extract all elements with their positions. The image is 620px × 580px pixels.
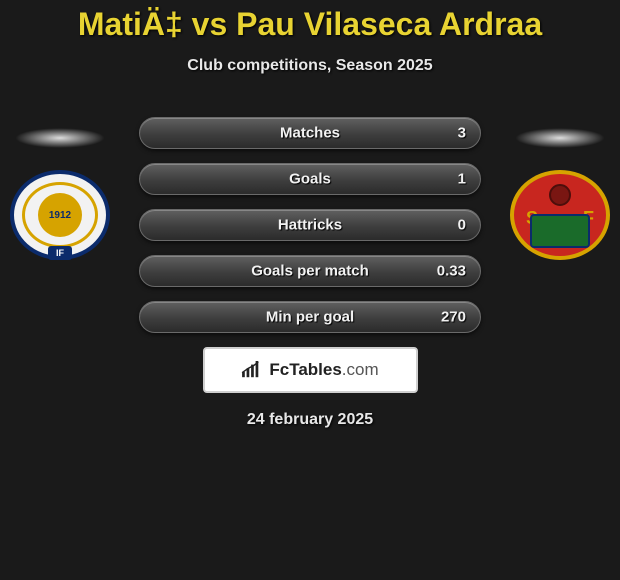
crest-shadow (515, 128, 605, 148)
brand-box[interactable]: FcTables.com (203, 347, 418, 393)
stat-row-goals-per-match: Goals per match 0.33 (139, 255, 481, 287)
brand-text-suffix: .com (342, 360, 379, 379)
crest-ball (549, 184, 571, 206)
crest-ring (22, 182, 98, 248)
date-text: 24 february 2025 (0, 411, 620, 429)
brand-text: FcTables.com (269, 360, 378, 380)
stat-row-matches: Matches 3 (139, 117, 481, 149)
crest-banner: IF (48, 246, 72, 260)
stat-label: Goals (289, 171, 331, 188)
stabaek-crest-icon: 1912 IF (10, 170, 110, 260)
stat-label: Min per goal (266, 309, 354, 326)
crest-field (530, 214, 590, 248)
brand-text-main: FcTables (269, 360, 341, 379)
team-left-block: 1912 IF (10, 128, 110, 260)
stat-row-hattricks: Hattricks 0 (139, 209, 481, 241)
stat-label: Goals per match (251, 263, 369, 280)
stat-value: 3 (458, 125, 466, 142)
stat-value: 0.33 (437, 263, 466, 280)
bar-chart-icon (241, 361, 263, 379)
header: MatiÄ‡ vs Pau Vilaseca Ardraa Club compe… (0, 0, 620, 75)
stats-block: Matches 3 Goals 1 Hattricks 0 Goals per … (139, 117, 481, 333)
stat-value: 270 (441, 309, 466, 326)
stat-row-min-per-goal: Min per goal 270 (139, 301, 481, 333)
stat-value: 1 (458, 171, 466, 188)
crest-shadow (15, 128, 105, 148)
stat-label: Matches (280, 125, 340, 142)
stat-row-goals: Goals 1 (139, 163, 481, 195)
stat-label: Hattricks (278, 217, 342, 234)
stromsgodset-crest-icon: S F (510, 170, 610, 260)
page-title: MatiÄ‡ vs Pau Vilaseca Ardraa (0, 6, 620, 43)
stat-value: 0 (458, 217, 466, 234)
page-subtitle: Club competitions, Season 2025 (0, 57, 620, 75)
team-right-block: S F (510, 128, 610, 260)
